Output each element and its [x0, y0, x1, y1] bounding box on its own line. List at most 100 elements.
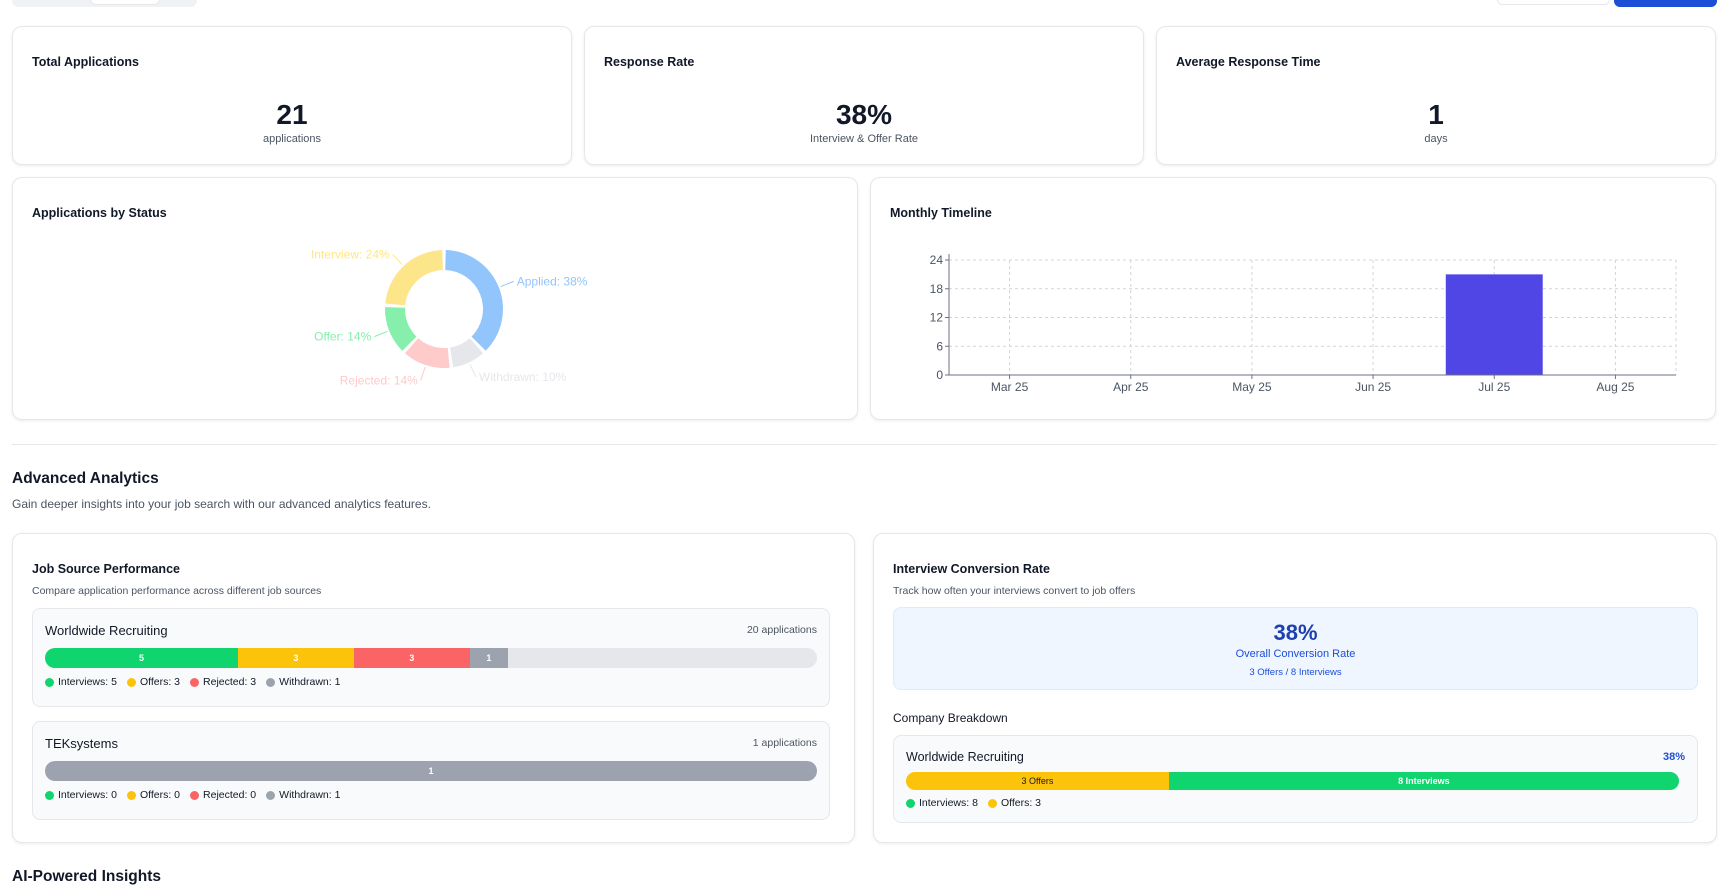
legend-text: Interviews: 5 — [58, 676, 117, 688]
source-bar: 1 — [45, 761, 817, 781]
x-tick-label: Aug 25 — [1596, 380, 1634, 394]
source-bar-segment: 5 — [45, 648, 238, 668]
source-count: 20 applications — [746, 624, 817, 636]
stat-value: 1 — [1428, 99, 1444, 130]
donut-slice — [385, 307, 417, 351]
donut-label: Applied: 38% — [517, 274, 588, 288]
legend-item: Interviews: 8 — [906, 797, 978, 809]
x-tick-label: Jul 25 — [1478, 380, 1510, 394]
stat-value: 38% — [835, 99, 893, 130]
conversion-detail: 3 Offers / 8 Interviews — [1249, 667, 1342, 678]
legend-text: Offers: 3 — [1000, 797, 1042, 809]
donut-slice — [450, 338, 484, 368]
chart-title: Applications by Status — [32, 206, 167, 220]
stat-card-total: Total Applications 21 applications — [12, 26, 572, 165]
interviews-segment: 8 Interviews — [1168, 772, 1679, 790]
stat-unit: Interview & Offer Rate — [809, 133, 918, 145]
donut-label: Rejected: 14% — [340, 373, 418, 387]
x-tick-label: May 25 — [1232, 380, 1272, 394]
card-subtitle: Track how often your interviews convert … — [893, 585, 1136, 597]
x-tick-label: Jun 25 — [1355, 380, 1391, 394]
primary-button[interactable] — [1614, 0, 1717, 7]
company-legend: Interviews: 8 Offers: 3 — [906, 797, 1041, 809]
legend-dot — [126, 677, 136, 687]
source-item: TEKsystems 1 applications 1 Interviews: … — [32, 721, 830, 820]
legend-item: Rejected: 3 — [190, 676, 256, 688]
donut-label: Interview: 24% — [311, 247, 390, 261]
stat-card-response-rate: Response Rate 38% Interview & Offer Rate — [584, 26, 1144, 165]
status-chart-card: Applications by Status Applied: 38% Withd… — [12, 177, 858, 420]
source-bar-segment: 3 — [238, 648, 354, 668]
source-name: Worldwide Recruiting — [45, 623, 168, 638]
breakdown-title: Company Breakdown — [893, 711, 1008, 725]
card-subtitle: Compare application performance across d… — [32, 585, 322, 597]
stat-card-response-time: Average Response Time 1 days — [1156, 26, 1716, 165]
legend-text: Interviews: 8 — [919, 797, 978, 809]
stat-title: Average Response Time — [1176, 55, 1321, 69]
job-source-card: Job Source Performance Compare applicati… — [12, 533, 855, 843]
legend-text: Withdrawn: 1 — [279, 789, 341, 801]
donut-label: Offer: 14% — [314, 330, 371, 344]
stat-title: Total Applications — [32, 55, 139, 69]
card-title: Job Source Performance — [32, 562, 180, 576]
ai-section-title: AI-Powered Insights — [12, 868, 161, 885]
donut-slice — [385, 250, 443, 306]
legend-text: Withdrawn: 1 — [279, 676, 341, 688]
status-donut-chart: Applied: 38% Withdrawn: 10% Rejected: 14% O… — [311, 247, 588, 387]
conversion-rate-label: Overall Conversion Rate — [1235, 648, 1356, 660]
legend-dot — [190, 790, 200, 800]
source-bar-segment: 3 — [353, 648, 470, 668]
secondary-button[interactable] — [1497, 0, 1610, 5]
x-tick-label: Apr 25 — [1113, 380, 1149, 394]
legend-item: Interviews: 0 — [45, 789, 117, 801]
donut-label-line — [420, 366, 426, 381]
stat-unit: days — [1424, 133, 1448, 145]
legend-item: Offers: 0 — [126, 789, 181, 801]
donut-label-line — [500, 280, 514, 288]
legend-dot — [266, 677, 276, 687]
legend-text: Interviews: 0 — [58, 789, 117, 801]
donut-slice — [445, 250, 504, 351]
source-bar-segment: 1 — [469, 648, 509, 668]
offers-segment: 3 Offers — [906, 772, 1169, 790]
donut-slice — [404, 338, 450, 368]
section-title: Advanced Analytics — [12, 470, 159, 487]
monthly-bar-chart: 0 6 12 18 24 Mar 25 Apr 25 May 25 Jun 25 Jul 25 Au… — [930, 253, 1677, 394]
source-legend: Interviews: 0 Offers: 0 Rejected: 0 With… — [45, 789, 340, 801]
source-count: 1 applications — [752, 737, 817, 749]
source-legend: Interviews: 5 Offers: 3 Rejected: 3 With… — [45, 676, 340, 688]
y-tick-label: 12 — [930, 311, 944, 325]
legend-dot — [45, 677, 54, 687]
legend-dot — [266, 790, 276, 800]
legend-text: Offers: 3 — [139, 676, 181, 688]
company-bar: 3 Offers 8 Interviews — [906, 772, 1679, 790]
legend-dot — [126, 790, 136, 800]
legend-text: Rejected: 3 — [203, 676, 257, 688]
legend-text: Rejected: 0 — [203, 789, 257, 801]
view-tabs[interactable] — [12, 0, 197, 7]
legend-item: Rejected: 0 — [190, 789, 256, 801]
company-item: Worldwide Recruiting 38% 3 Offers 8 Inte… — [893, 735, 1698, 823]
legend-dot — [190, 677, 200, 687]
tab-active[interactable] — [90, 0, 160, 5]
y-tick-label: 18 — [930, 282, 944, 296]
legend-item: Offers: 3 — [126, 676, 181, 688]
legend-dot — [45, 790, 54, 800]
stat-value: 21 — [276, 99, 308, 130]
source-name: TEKsystems — [45, 736, 118, 751]
legend-item: Interviews: 5 — [45, 676, 117, 688]
conversion-rate: 38% — [1273, 620, 1318, 645]
legend-text: Offers: 0 — [139, 789, 181, 801]
company-name: Worldwide Recruiting — [906, 750, 1024, 764]
legend-dot — [906, 798, 915, 808]
y-tick-label: 6 — [936, 339, 943, 353]
timeline-chart-card: Monthly Timeline 0 6 12 18 24 Mar 25 Apr 25 May… — [870, 177, 1716, 420]
source-bar-segment: 1 — [45, 761, 817, 781]
donut-label-line — [392, 253, 403, 265]
stat-unit: applications — [262, 133, 322, 145]
section-subtitle: Gain deeper insights into your job searc… — [12, 497, 431, 511]
legend-item: Withdrawn: 1 — [266, 789, 340, 801]
chart-title: Monthly Timeline — [890, 206, 992, 220]
stat-title: Response Rate — [604, 55, 695, 69]
